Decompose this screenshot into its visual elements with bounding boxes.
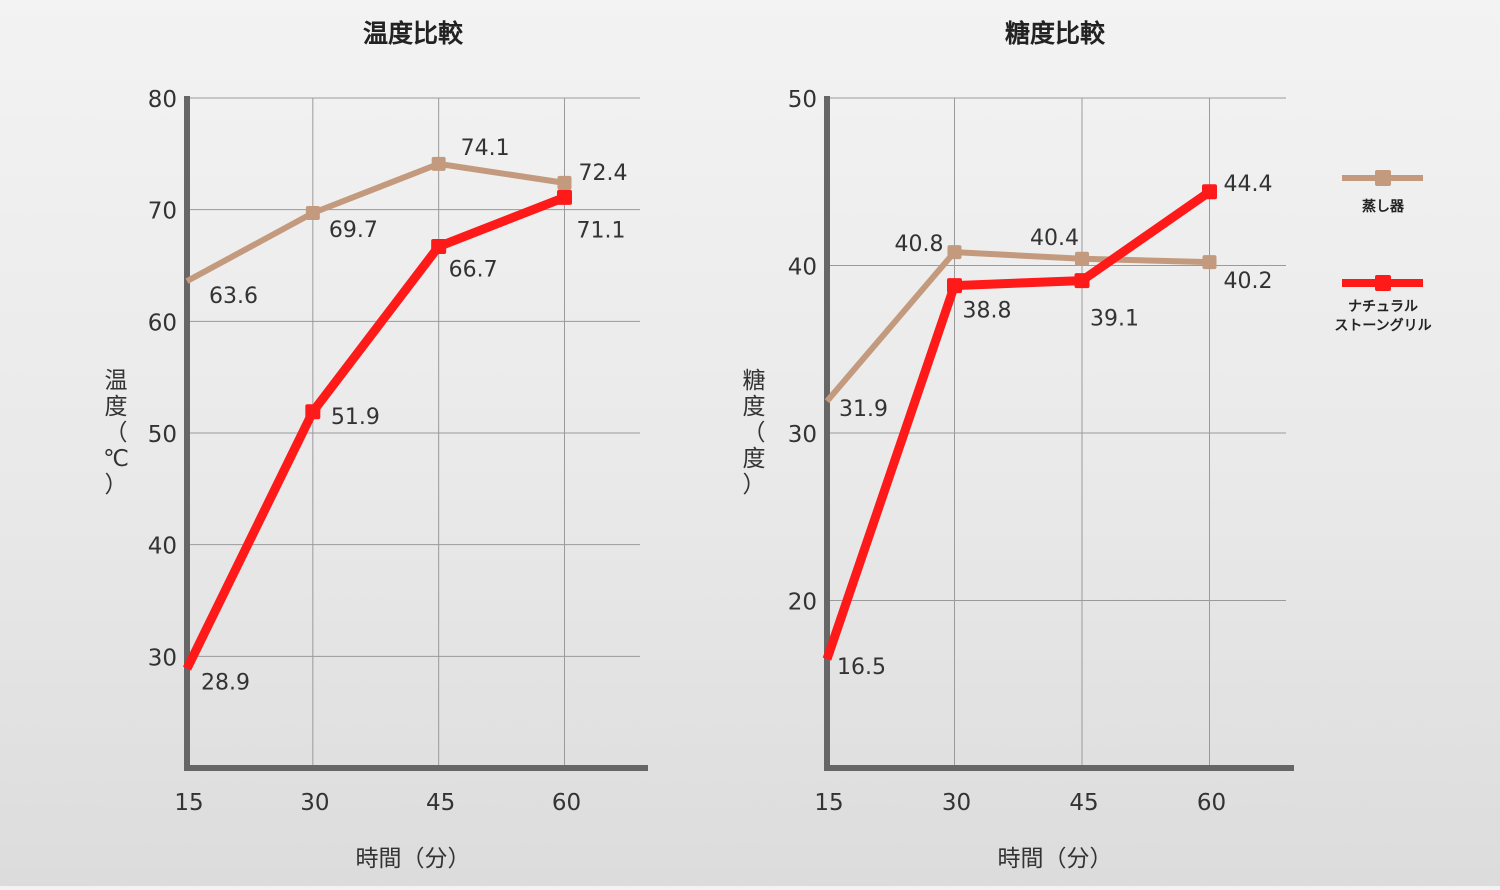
y-tick-label: 20: [788, 590, 817, 616]
series-line: [185, 160, 565, 284]
y-axis-label-char: 度: [743, 446, 766, 472]
chart-title: 温度比較: [363, 19, 464, 48]
y-axis-label-char: （: [743, 420, 766, 446]
y-axis-label-char: ℃: [103, 446, 129, 472]
legend-label-line: 蒸し器: [1362, 198, 1405, 215]
data-label: 74.1: [461, 136, 510, 161]
data-label: 40.8: [895, 232, 944, 257]
legend-label-line: ナチュラル: [1348, 299, 1418, 315]
chart-title: 糖度比較: [1005, 19, 1106, 48]
data-point: [947, 245, 962, 260]
y-axis-label-char: （: [105, 420, 128, 446]
data-label: 28.9: [201, 671, 250, 696]
y-tick-label: 40: [788, 255, 817, 281]
data-label: 66.7: [449, 258, 498, 283]
legend-marker: [1375, 170, 1391, 186]
data-point: [1202, 184, 1217, 200]
data-label: 44.4: [1224, 172, 1273, 197]
data-label: 38.8: [963, 299, 1012, 324]
legend-label: 蒸し器: [1362, 198, 1405, 215]
y-axis-label-char: ）: [105, 472, 128, 498]
data-point: [305, 404, 321, 420]
x-tick-label: 45: [426, 790, 455, 816]
y-axis-label: 糖度（度）: [743, 368, 766, 498]
y-tick-label: 30: [148, 645, 177, 671]
data-point: [431, 239, 447, 255]
y-axis-label-char: 度: [743, 394, 766, 420]
y-tick-label: 30: [788, 422, 817, 448]
data-point: [1075, 251, 1089, 266]
x-tick-label: 30: [942, 790, 971, 816]
legend-label: ナチュラルストーングリル: [1334, 299, 1431, 334]
data-point: [431, 156, 446, 171]
data-point: [557, 175, 572, 190]
x-axis-label: 時間（分）: [356, 846, 471, 872]
y-tick-label: 70: [148, 199, 177, 225]
data-label: 40.2: [1224, 269, 1273, 294]
y-tick-label: 80: [148, 87, 177, 113]
data-point: [1074, 273, 1090, 289]
y-tick-label: 50: [788, 87, 817, 113]
data-label: 39.1: [1090, 307, 1139, 332]
legend-marker: [1375, 275, 1391, 291]
data-label: 31.9: [839, 397, 888, 422]
data-point: [947, 278, 962, 294]
data-label: 72.4: [579, 161, 628, 186]
data-label: 40.4: [1030, 226, 1079, 251]
data-point: [1202, 255, 1217, 270]
legend-label-line: ストーングリル: [1334, 317, 1431, 334]
y-tick-label: 40: [148, 534, 177, 560]
y-axis-label: 温度（℃）: [103, 368, 129, 498]
x-tick-label: 15: [814, 790, 843, 816]
y-tick-label: 60: [148, 310, 177, 336]
data-label: 51.9: [331, 405, 380, 430]
y-axis-label-char: 温: [105, 368, 128, 394]
y-tick-label: 50: [148, 422, 177, 448]
series-line: [822, 188, 1213, 661]
y-axis-label-char: 糖: [743, 368, 766, 394]
y-axis-label-char: ）: [743, 472, 766, 498]
data-label: 69.7: [329, 218, 378, 243]
data-point: [305, 206, 320, 221]
x-tick-label: 60: [552, 790, 581, 816]
x-tick-label: 60: [1197, 790, 1226, 816]
x-tick-label: 45: [1069, 790, 1098, 816]
x-tick-label: 30: [300, 790, 329, 816]
data-label: 71.1: [577, 218, 626, 243]
data-label: 16.5: [837, 655, 886, 680]
series-line: [824, 249, 1210, 404]
y-axis-label-char: 度: [105, 394, 128, 420]
series-line: [182, 193, 567, 671]
x-axis-label: 時間（分）: [998, 846, 1113, 872]
data-point: [557, 189, 572, 205]
x-tick-label: 15: [174, 790, 203, 816]
data-label: 63.6: [209, 284, 258, 309]
